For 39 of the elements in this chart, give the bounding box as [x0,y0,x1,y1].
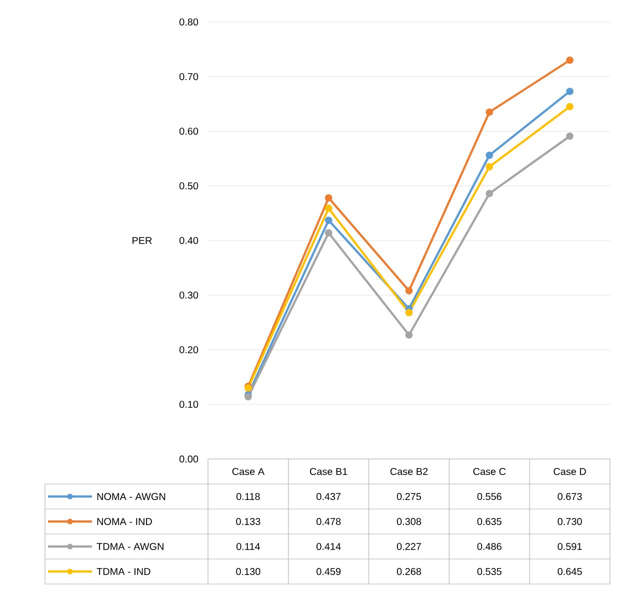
y-tick-label: 0.30 [179,292,198,299]
data-label: 0.591 [558,542,582,550]
x-tick-label: Case A [232,468,264,476]
data-label: 0.459 [316,568,341,576]
x-tick-label: Case C [473,468,506,476]
data-label: 0.114 [236,542,260,550]
data-label: 0.478 [316,518,341,526]
y-axis-title: PER [132,237,152,244]
data-label: 0.133 [236,518,260,526]
data-label: 0.118 [236,492,260,500]
data-label: 0.556 [477,492,502,500]
y-tick-label: 0.00 [179,455,198,463]
legend-label: TDMA - IND [96,568,150,575]
x-tick-label: Case D [554,468,586,476]
y-tick-label: 0.10 [179,400,198,408]
x-tick-label: Case B1 [310,468,348,476]
data-label: 0.414 [316,542,341,550]
y-tick-label: 0.40 [179,236,198,244]
legend-label: NOMA - AWGN [97,492,166,500]
data-label: 0.437 [316,492,341,500]
y-tick-label: 0.20 [179,346,198,354]
data-label: 0.635 [477,518,502,526]
y-tick-label: 0.70 [179,73,198,80]
data-label: 0.130 [236,568,260,576]
legend-label: TDMA - AWGN [96,542,164,550]
x-tick-label: Case B2 [390,468,428,476]
data-label: 0.730 [558,518,582,526]
legend-label: NOMA - IND [97,518,152,526]
data-label: 0.268 [396,568,422,576]
data-label: 0.535 [477,568,502,576]
data-label: 0.308 [396,518,422,526]
data-label: 0.645 [558,568,582,576]
data-label: 0.673 [558,492,582,500]
y-tick-label: 0.60 [179,128,198,135]
data-label: 0.486 [477,542,502,550]
y-tick-label: 0.50 [179,182,198,190]
y-tick-label: 0.80 [179,18,198,26]
data-label: 0.275 [396,492,422,500]
data-label: 0.227 [396,542,421,550]
